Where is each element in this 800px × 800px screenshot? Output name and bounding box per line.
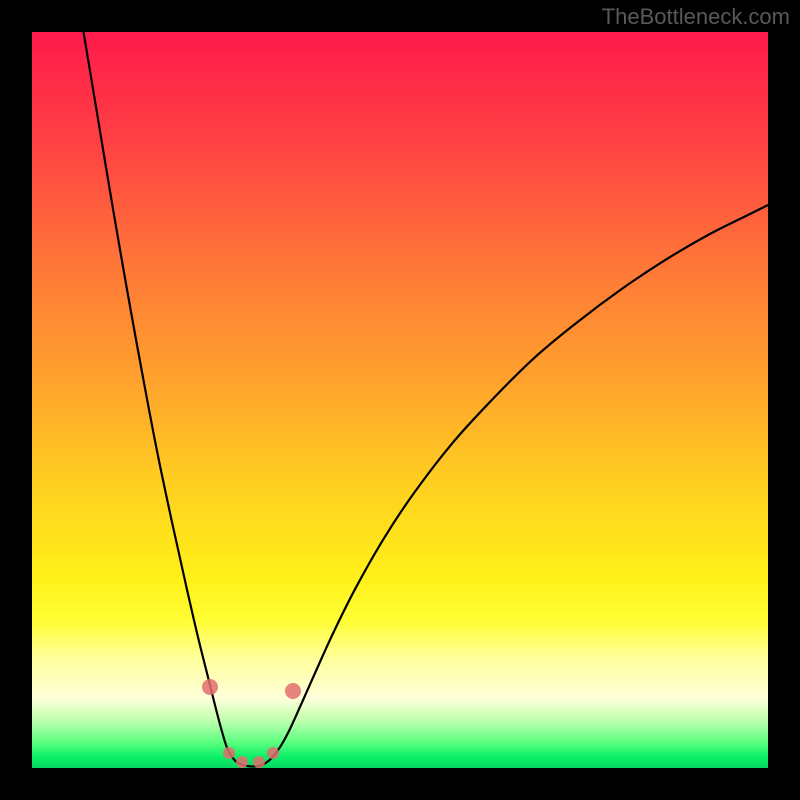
curve-layer <box>32 32 768 768</box>
data-marker <box>202 679 218 695</box>
attribution-label: TheBottleneck.com <box>602 4 790 30</box>
plot-area <box>32 32 768 768</box>
data-marker <box>285 683 301 699</box>
bottleneck-curve-left <box>84 32 243 765</box>
data-marker <box>236 756 248 768</box>
bottleneck-curve-right <box>243 205 769 767</box>
data-marker <box>253 756 265 768</box>
data-marker <box>267 747 279 759</box>
figure-root: TheBottleneck.com <box>0 0 800 800</box>
data-marker <box>223 747 235 759</box>
